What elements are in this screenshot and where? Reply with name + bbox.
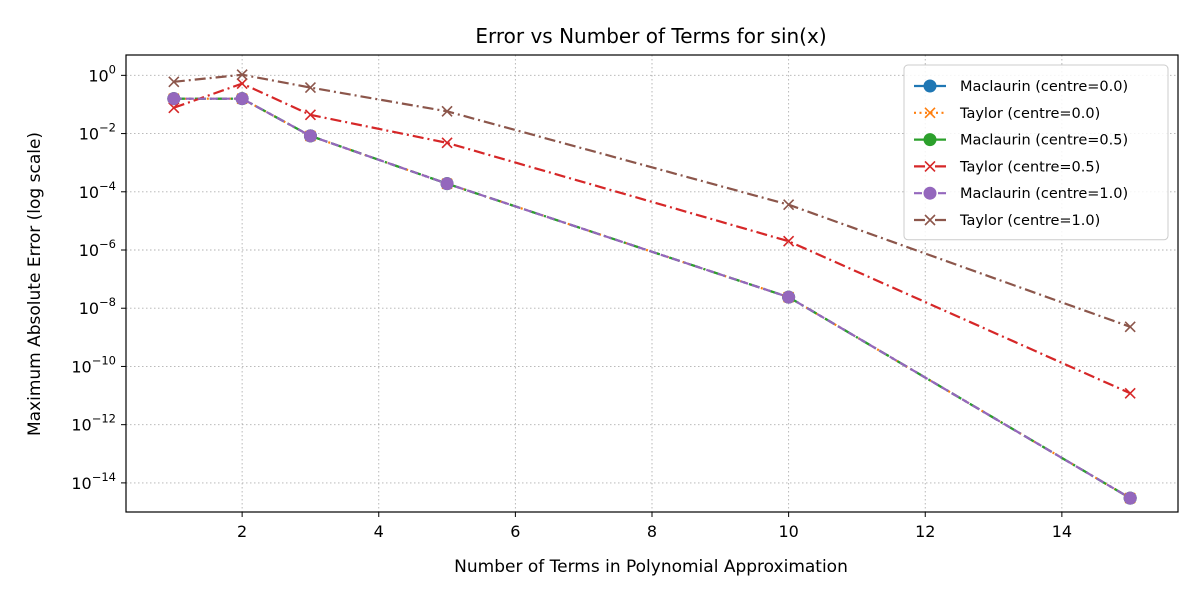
data-point [236,69,248,81]
x-tick-label: 6 [510,522,520,541]
legend-item: Maclaurin (centre=0.0) [914,79,1128,95]
legend-label: Taylor (centre=0.5) [959,159,1100,175]
data-point [782,290,796,304]
data-point [783,199,795,211]
data-point [923,79,937,93]
legend: Maclaurin (centre=0.0) Taylor (centre=0.0… [903,64,1169,241]
data-point [303,129,317,143]
legend-label: Taylor (centre=0.0) [959,106,1100,122]
x-tick-label: 12 [915,522,935,541]
y-tick-label: 10−2 [79,121,116,144]
legend-label: Taylor (centre=1.0) [959,213,1100,229]
data-point [236,78,248,90]
data-point [441,137,453,149]
y-tick-label: 10−6 [79,237,116,260]
series-4 [168,78,1136,399]
y-axis-ticks: 100 10−2 10−4 10−6 10−8 10−10 10−12 10−14 [71,62,126,493]
x-tick-label: 14 [1052,522,1072,541]
legend-item: Taylor (centre=0.5) [914,159,1100,175]
series-5 [167,92,1137,505]
x-axis-label: Number of Terms in Polynomial Approximat… [454,557,848,577]
chart-title: Error vs Number of Terms for sin(x) [475,24,826,48]
data-point [923,133,937,147]
data-series [167,69,1137,505]
x-tick-label: 2 [237,522,247,541]
data-point [1124,321,1136,333]
data-point [167,92,181,106]
series-line [173,73,1131,328]
x-axis-ticks: 2 4 6 8 10 12 14 [237,512,1072,541]
y-tick-label: 10−4 [79,179,116,202]
series-line [173,97,1131,500]
legend-item: Taylor (centre=0.0) [914,106,1100,122]
y-axis-label: Maximum Absolute Error (log scale) [25,132,45,436]
data-point [168,76,180,88]
x-tick-label: 4 [374,522,384,541]
series-6 [168,69,1136,333]
legend-label: Maclaurin (centre=1.0) [960,186,1128,202]
y-tick-label: 10−14 [71,470,116,493]
data-point [923,186,937,200]
x-tick-label: 10 [778,522,798,541]
y-tick-label: 100 [88,62,116,85]
data-point [304,82,317,94]
legend-item: Taylor (centre=1.0) [914,213,1100,229]
data-point [1124,387,1136,399]
data-point [304,109,317,121]
y-tick-label: 10−12 [71,412,116,435]
legend-label: Maclaurin (centre=0.0) [960,79,1128,95]
data-point [1123,491,1137,505]
legend-label: Maclaurin (centre=0.5) [960,133,1128,149]
data-point [441,105,453,117]
data-point [168,102,180,114]
y-tick-label: 10−8 [79,295,116,318]
data-point [924,160,936,172]
legend-box [903,64,1169,241]
legend-item: Maclaurin (centre=1.0) [914,186,1128,202]
data-point [235,92,249,106]
data-point [924,107,936,119]
y-tick-label: 10−10 [71,353,116,376]
data-point [924,214,936,226]
data-point [783,235,795,247]
legend-item: Maclaurin (centre=0.5) [914,133,1128,149]
data-point [440,177,454,191]
series-line [173,82,1131,395]
x-tick-label: 8 [647,522,657,541]
